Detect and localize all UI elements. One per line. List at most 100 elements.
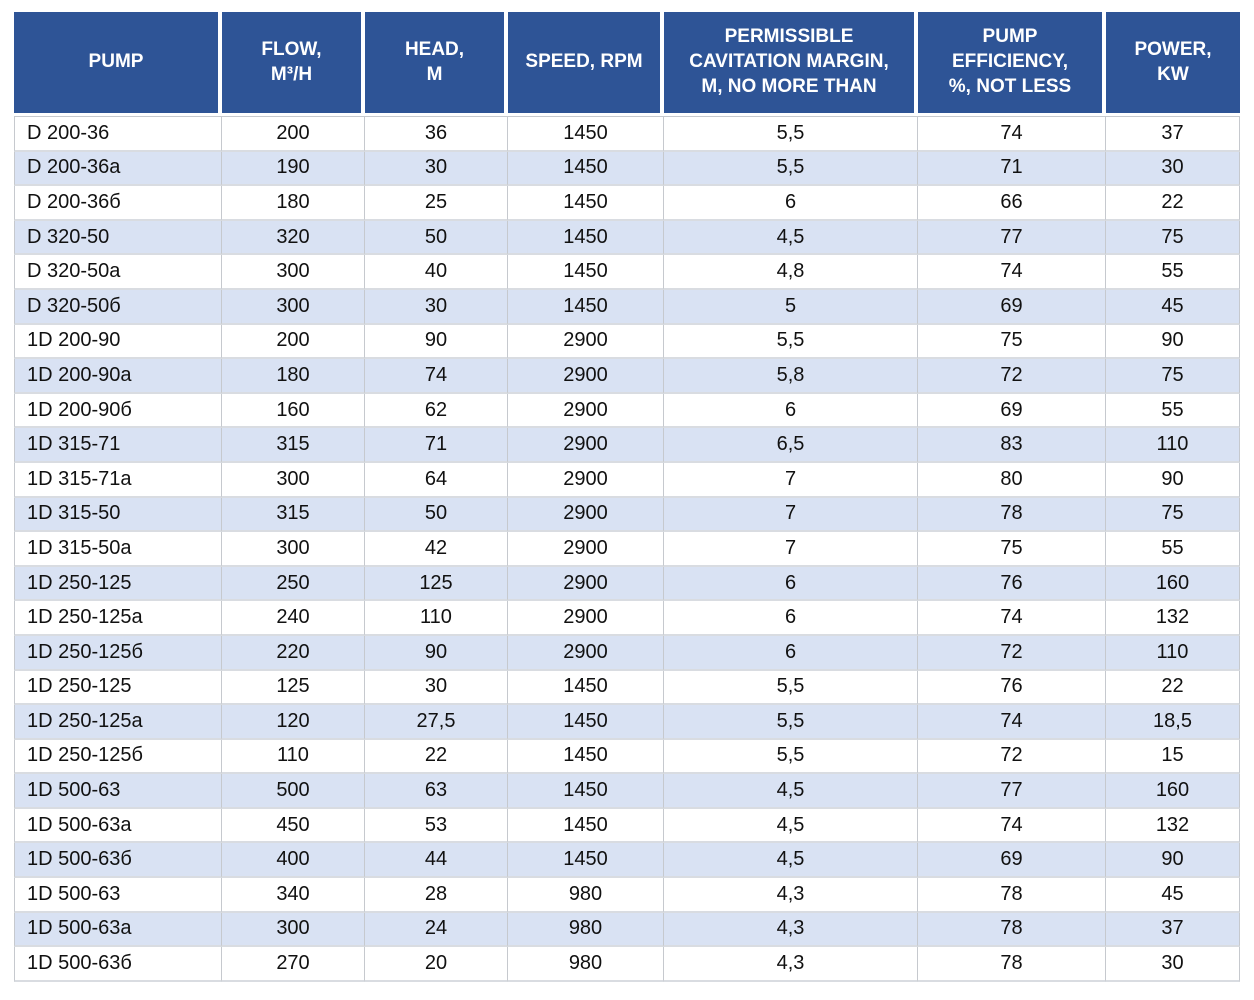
cell-head: 53: [365, 808, 508, 844]
cell-cavitation: 5,5: [664, 151, 918, 187]
cell-cavitation: 4,8: [664, 255, 918, 290]
cell-cavitation: 4,3: [664, 878, 918, 913]
table-row: D 320-50 320 50 1450 4,5 77 75: [14, 220, 1240, 256]
table-row: D 320-50a 300 40 1450 4,8 74 55: [14, 255, 1240, 290]
cell-speed: 1450: [508, 843, 664, 879]
cell-cavitation: 6: [664, 566, 918, 602]
cell-speed: 1450: [508, 774, 664, 809]
cell-power: 45: [1106, 289, 1240, 325]
cell-flow: 320: [222, 220, 365, 256]
cell-flow: 270: [222, 947, 365, 982]
cell-pump: D 320-50б: [14, 289, 222, 325]
cell-efficiency: 69: [918, 289, 1106, 325]
cell-cavitation: 4,5: [664, 808, 918, 844]
cell-flow: 300: [222, 532, 365, 567]
cell-efficiency: 77: [918, 774, 1106, 809]
cell-pump: 1D 250-125б: [14, 739, 222, 775]
cell-efficiency: 75: [918, 532, 1106, 567]
column-header-power: POWER, KW: [1106, 12, 1240, 116]
table-row: 1D 500-63 500 63 1450 4,5 77 160: [14, 774, 1240, 809]
cell-efficiency: 78: [918, 912, 1106, 948]
cell-power: 90: [1106, 324, 1240, 360]
cell-efficiency: 69: [918, 843, 1106, 879]
cell-speed: 1450: [508, 705, 664, 740]
cell-power: 132: [1106, 808, 1240, 844]
cell-speed: 1450: [508, 808, 664, 844]
cell-speed: 2900: [508, 532, 664, 567]
cell-pump: 1D 250-125a: [14, 705, 222, 740]
cell-pump: 1D 315-50a: [14, 532, 222, 567]
table-row: 1D 250-125a 240 110 2900 6 74 132: [14, 601, 1240, 636]
cell-flow: 315: [222, 428, 365, 463]
cell-efficiency: 71: [918, 151, 1106, 187]
cell-head: 90: [365, 324, 508, 360]
cell-flow: 240: [222, 601, 365, 636]
cell-speed: 1450: [508, 289, 664, 325]
cell-flow: 200: [222, 324, 365, 360]
cell-efficiency: 75: [918, 324, 1106, 360]
cell-head: 125: [365, 566, 508, 602]
cell-power: 55: [1106, 255, 1240, 290]
cell-head: 24: [365, 912, 508, 948]
cell-flow: 220: [222, 635, 365, 671]
cell-speed: 2900: [508, 497, 664, 533]
cell-flow: 300: [222, 462, 365, 498]
cell-power: 90: [1106, 843, 1240, 879]
cell-pump: D 320-50a: [14, 255, 222, 290]
cell-power: 45: [1106, 878, 1240, 913]
header-row: PUMP FLOW, M³/H HEAD, M SPEED, RPM PERMISSIB…: [14, 12, 1240, 116]
table-row: 1D 500-63б 400 44 1450 4,5 69 90: [14, 843, 1240, 879]
cell-flow: 450: [222, 808, 365, 844]
cell-cavitation: 4,5: [664, 220, 918, 256]
cell-cavitation: 5,5: [664, 324, 918, 360]
cell-flow: 160: [222, 393, 365, 429]
cell-speed: 1450: [508, 186, 664, 221]
table-row: 1D 250-125 125 30 1450 5,5 76 22: [14, 670, 1240, 706]
cell-flow: 110: [222, 739, 365, 775]
cell-pump: 1D 250-125: [14, 670, 222, 706]
cell-flow: 315: [222, 497, 365, 533]
cell-flow: 300: [222, 289, 365, 325]
cell-head: 25: [365, 186, 508, 221]
cell-pump: 1D 500-63б: [14, 947, 222, 982]
table-row: 1D 500-63a 300 24 980 4,3 78 37: [14, 912, 1240, 948]
cell-efficiency: 77: [918, 220, 1106, 256]
cell-head: 63: [365, 774, 508, 809]
cell-efficiency: 72: [918, 359, 1106, 394]
cell-efficiency: 74: [918, 601, 1106, 636]
cell-head: 74: [365, 359, 508, 394]
cell-flow: 180: [222, 186, 365, 221]
cell-cavitation: 5,8: [664, 359, 918, 394]
cell-pump: 1D 250-125a: [14, 601, 222, 636]
cell-pump: D 200-36: [14, 116, 222, 152]
cell-power: 30: [1106, 151, 1240, 187]
cell-power: 75: [1106, 220, 1240, 256]
cell-head: 64: [365, 462, 508, 498]
cell-flow: 120: [222, 705, 365, 740]
cell-pump: 1D 500-63: [14, 774, 222, 809]
cell-head: 71: [365, 428, 508, 463]
cell-cavitation: 5,5: [664, 705, 918, 740]
cell-power: 22: [1106, 186, 1240, 221]
cell-cavitation: 4,3: [664, 912, 918, 948]
cell-power: 75: [1106, 497, 1240, 533]
cell-power: 132: [1106, 601, 1240, 636]
table-row: 1D 500-63a 450 53 1450 4,5 74 132: [14, 808, 1240, 844]
cell-head: 30: [365, 151, 508, 187]
cell-efficiency: 72: [918, 635, 1106, 671]
table-row: D 200-36a 190 30 1450 5,5 71 30: [14, 151, 1240, 187]
table-row: 1D 250-125a 120 27,5 1450 5,5 74 18,5: [14, 705, 1240, 740]
cell-cavitation: 5: [664, 289, 918, 325]
cell-head: 30: [365, 670, 508, 706]
cell-head: 20: [365, 947, 508, 982]
cell-power: 18,5: [1106, 705, 1240, 740]
cell-efficiency: 76: [918, 670, 1106, 706]
cell-head: 22: [365, 739, 508, 775]
cell-power: 22: [1106, 670, 1240, 706]
pump-specs-table: PUMP FLOW, M³/H HEAD, M SPEED, RPM PERMISSIB…: [14, 12, 1240, 982]
column-header-efficiency: PUMP EFFICIENCY, %, NOT LESS: [918, 12, 1106, 116]
cell-pump: 1D 200-90б: [14, 393, 222, 429]
cell-head: 62: [365, 393, 508, 429]
column-header-head: HEAD, M: [365, 12, 508, 116]
table-row: D 200-36 200 36 1450 5,5 74 37: [14, 116, 1240, 152]
